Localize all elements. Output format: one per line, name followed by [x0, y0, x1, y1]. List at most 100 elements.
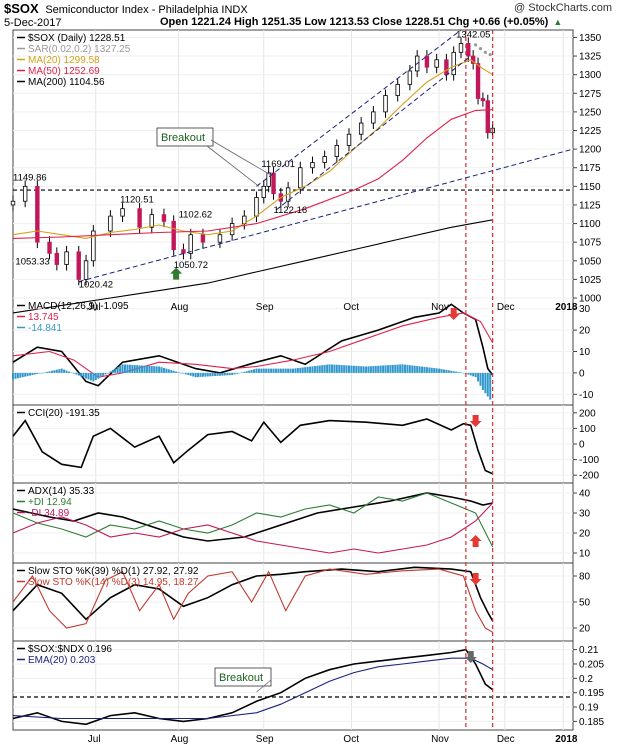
series-line-5-1: [12, 657, 493, 720]
candle-body-4: [54, 252, 60, 265]
signal-arrow-icon-4: [464, 651, 477, 663]
macd-histogram-bar-58: [153, 366, 156, 373]
macd-histogram-bar-80: [206, 372, 209, 377]
candle-body-10: [120, 208, 125, 217]
y-tick-label-3-0: 10: [579, 549, 591, 560]
macd-histogram-bar-141: [355, 365, 358, 373]
stockcharts-credit: @ StockCharts.com: [514, 2, 612, 14]
y-tick-label-0-6: 1150: [579, 182, 601, 193]
macd-histogram-bar-82: [211, 372, 214, 377]
candle-body-14: [171, 220, 176, 251]
macd-histogram-bar-111: [282, 368, 285, 373]
macd-histogram-bar-27: [77, 372, 80, 376]
candle-body-30: [334, 144, 340, 157]
macd-histogram-bar-70: [182, 372, 185, 374]
macd-histogram-bar-109: [277, 368, 280, 373]
y-tick-label-0-1: 1025: [579, 275, 602, 286]
y-tick-label-3-3: 40: [579, 489, 591, 500]
macd-histogram-bar-155: [389, 365, 392, 373]
macd-histogram-bar-6: [26, 372, 29, 377]
signal-arrow-icon-1: [469, 415, 482, 427]
macd-histogram-bar-130: [328, 364, 331, 373]
macd-histogram-bar-182: [455, 371, 458, 373]
y-tick-label-0-12: 1300: [579, 70, 602, 81]
macd-histogram-bar-11: [38, 372, 41, 374]
candle-body-43: [466, 43, 471, 57]
macd-histogram-bar-195: [486, 372, 489, 397]
sar-dot-1: [478, 47, 483, 51]
macd-histogram-bar-76: [197, 372, 200, 378]
macd-histogram-bar-26: [75, 372, 78, 375]
y-tick-label-0-5: 1125: [579, 200, 601, 211]
breakout-pointer: [206, 139, 272, 187]
macd-histogram-bar-124: [313, 366, 316, 373]
macd-histogram-bar-66: [172, 370, 175, 373]
breakout-box: [156, 127, 214, 147]
macd-histogram-bar-87: [223, 372, 226, 376]
channel-lower-line: [275, 55, 472, 211]
macd-histogram-bar-74: [192, 372, 195, 377]
price-label-8: 1342.05: [456, 29, 490, 40]
macd-histogram-bar-146: [367, 366, 370, 373]
macd-histogram-bar-34: [94, 372, 97, 381]
macd-histogram-bar-193: [481, 372, 484, 391]
macd-histogram-bar-40: [109, 371, 112, 373]
macd-histogram-bar-23: [68, 371, 70, 373]
macd-histogram-bar-36: [99, 372, 102, 378]
macd-histogram-bar-196: [489, 372, 492, 400]
macd-histogram-bar-101: [257, 368, 260, 373]
macd-histogram-bar-152: [382, 365, 385, 373]
candle-body-38: [424, 55, 430, 68]
macd-histogram-bar-8: [31, 372, 34, 376]
y-tick-label-5-5: 0.21: [579, 645, 599, 656]
macd-histogram-bar-103: [262, 368, 265, 373]
candle-body-5: [64, 251, 69, 265]
macd-histogram-bar-161: [404, 364, 406, 373]
candle-body-32: [358, 122, 364, 135]
y-tick-label-0-10: 1250: [579, 107, 602, 118]
macd-histogram-bar-48: [128, 364, 131, 373]
macd-histogram-bar-92: [236, 372, 238, 374]
macd-histogram-bar-184: [460, 372, 462, 373]
macd-histogram-bar-29: [82, 372, 85, 378]
price-label-7: 1122.16: [274, 205, 308, 216]
macd-histogram-bar-10: [36, 372, 39, 374]
candle-body-3: [47, 241, 52, 254]
x-tick-label-0-3: Oct: [343, 302, 359, 313]
y-tick-label-1-2: 10: [579, 347, 591, 358]
legend-label-0-3: MA(50) 1252.69: [28, 66, 100, 77]
candle-body-47: [485, 100, 490, 134]
macd-histogram-bar-128: [323, 364, 326, 373]
macd-histogram-bar-93: [238, 372, 241, 374]
macd-histogram-bar-166: [416, 366, 419, 373]
x-tick-label-1-0: Jul: [88, 734, 101, 745]
macd-histogram-bar-170: [425, 367, 428, 373]
series-line-0-3: [12, 109, 493, 239]
macd-histogram-bar-156: [391, 364, 394, 373]
candle-body-24: [271, 172, 276, 195]
macd-histogram-bar-59: [155, 366, 158, 373]
legend-label-1-1: 13.745: [28, 312, 59, 323]
candle-body-15: [181, 249, 186, 254]
y-tick-label-3-1: 20: [579, 529, 591, 540]
candle-body-6: [76, 251, 81, 280]
macd-histogram-bar-181: [452, 371, 455, 373]
macd-histogram-bar-172: [430, 367, 433, 373]
macd-histogram-bar-97: [248, 370, 251, 373]
y-tick-label-4-0: 20: [579, 624, 591, 635]
macd-histogram-bar-159: [399, 364, 402, 373]
macd-histogram-bar-61: [160, 367, 163, 373]
legend-label-4-1: Slow STO %K(14) %D(3) 14.95, 18.27: [28, 577, 199, 588]
macd-histogram-bar-125: [316, 365, 319, 373]
legend-label-5-1: EMA(20) 0.203: [28, 655, 96, 666]
macd-histogram-bar-137: [345, 365, 348, 373]
sar-dot-0: [474, 43, 478, 47]
macd-histogram-bar-25: [72, 372, 75, 374]
macd-histogram-bar-16: [50, 370, 53, 373]
macd-histogram-bar-113: [287, 368, 290, 373]
macd-histogram-bar-194: [484, 372, 487, 394]
macd-histogram-bar-31: [87, 372, 90, 380]
candle-body-33: [371, 111, 376, 124]
macd-histogram-bar-39: [106, 372, 109, 374]
